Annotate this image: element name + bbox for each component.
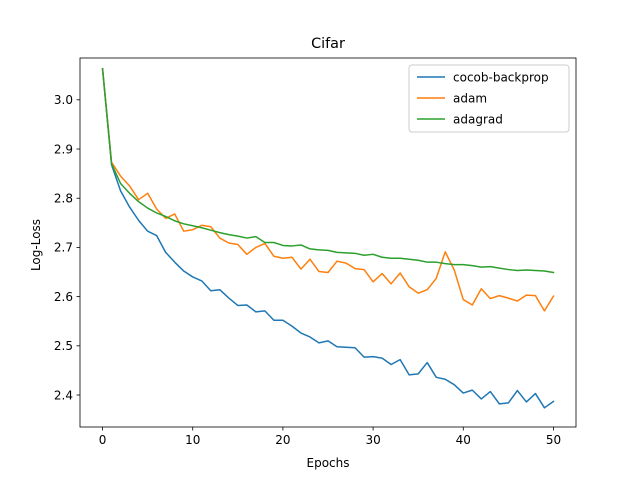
x-tick-label: 30	[365, 433, 380, 447]
x-tick-label: 40	[456, 433, 471, 447]
series-line-adagrad	[101, 68, 555, 274]
x-tick-label: 20	[275, 433, 290, 447]
y-tick-label: 2.7	[54, 241, 73, 255]
x-tick-label: 0	[99, 433, 107, 447]
y-tick-label: 2.9	[54, 142, 73, 156]
plot-area	[79, 57, 577, 428]
y-tick-label: 2.5	[54, 339, 73, 353]
y-tick-label: 2.8	[54, 192, 73, 206]
legend-label-adam: adam	[453, 91, 487, 105]
y-axis: 2.4 2.5 2.6 2.7 2.8 2.9 3.0	[54, 93, 80, 402]
y-axis-label: Log-Loss	[29, 219, 43, 271]
x-tick-label: 50	[546, 433, 561, 447]
y-tick-label: 3.0	[54, 93, 73, 107]
y-tick-label: 2.4	[54, 388, 73, 402]
y-tick-label: 2.6	[54, 290, 73, 304]
legend: cocob-backprop adam adagrad	[408, 64, 570, 133]
legend-box	[408, 64, 570, 133]
series-line-cocob-backprop	[101, 68, 555, 409]
chart-title: Cifar	[311, 36, 345, 52]
x-tick-label: 10	[185, 433, 200, 447]
legend-label-cocob-backprop: cocob-backprop	[453, 70, 549, 84]
x-axis: 0 10 20 30 40 50	[99, 427, 561, 447]
series-line-adam	[101, 68, 555, 312]
legend-label-adagrad: adagrad	[453, 112, 503, 126]
plot-frame	[79, 57, 577, 428]
x-axis-label: Epochs	[307, 456, 350, 470]
